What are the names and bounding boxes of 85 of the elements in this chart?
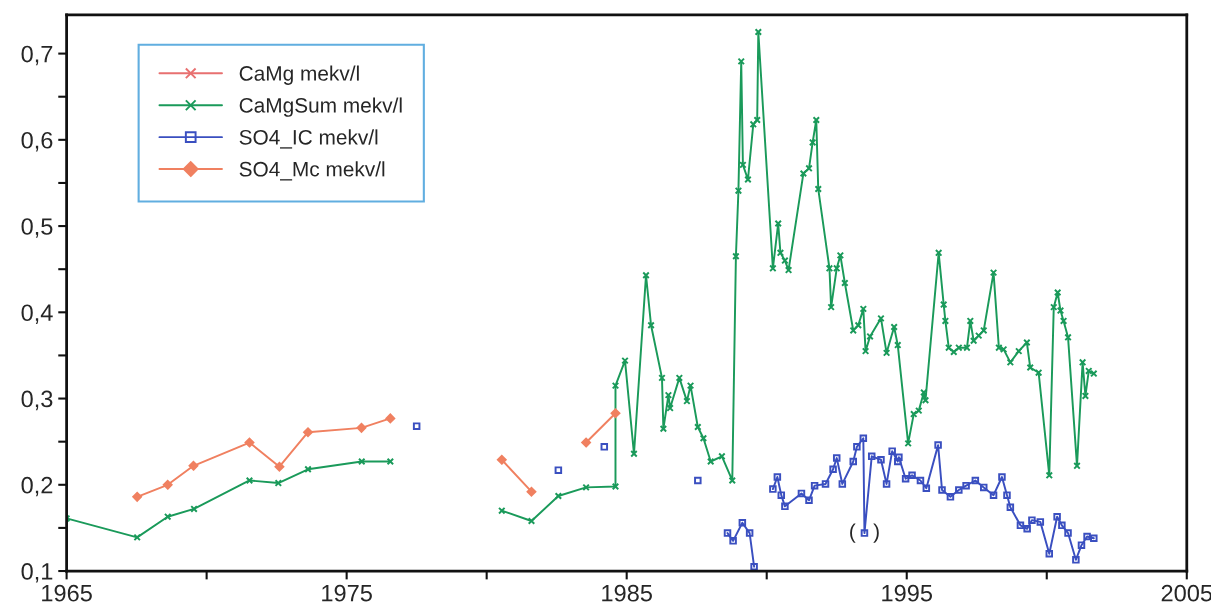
x-tick-label: 1975 (322, 584, 372, 602)
point (1006, 503, 1015, 511)
point (867, 452, 876, 461)
point (849, 457, 857, 466)
point (1077, 541, 1086, 549)
point (832, 454, 841, 462)
point (162, 479, 173, 490)
point (1028, 516, 1036, 524)
point (1072, 556, 1080, 564)
point (980, 483, 988, 492)
point (496, 454, 507, 465)
point (853, 443, 861, 451)
point (723, 529, 732, 537)
point (188, 460, 199, 471)
point (1090, 534, 1098, 543)
point (1083, 532, 1091, 541)
point (777, 491, 786, 499)
point (1045, 550, 1054, 558)
y-tick-label: 0,4 (21, 304, 53, 324)
point (908, 471, 916, 480)
point (998, 473, 1006, 481)
point (729, 537, 737, 545)
point (274, 461, 285, 472)
point (773, 473, 782, 481)
point (1053, 512, 1061, 521)
y-tick-label: 0,2 (21, 476, 53, 497)
point (938, 486, 946, 494)
point (600, 443, 609, 451)
point (1058, 521, 1066, 530)
point (989, 491, 998, 499)
point (955, 486, 963, 494)
y-tick-label: 0,5 (21, 218, 53, 238)
point (385, 413, 396, 424)
point (894, 457, 902, 466)
point (838, 480, 847, 488)
x-tick-label: 1995 (882, 584, 933, 602)
point (1023, 525, 1031, 533)
point (1016, 521, 1025, 530)
y-tick-label: 0,7 (21, 45, 53, 66)
point (821, 480, 830, 488)
point (610, 408, 621, 419)
x-tick-label: 1985 (602, 584, 652, 602)
point (916, 476, 925, 485)
legend-label: SO4_Mc mekv/l (239, 161, 385, 181)
point (946, 493, 955, 501)
point (922, 484, 931, 492)
point (877, 456, 885, 464)
legend-label: CaMg mekv/l (239, 65, 359, 85)
point (581, 437, 591, 448)
point (738, 518, 747, 527)
point (132, 491, 143, 502)
point (244, 437, 255, 448)
point (1036, 518, 1045, 526)
point (356, 422, 367, 433)
point (694, 476, 702, 485)
point (829, 465, 837, 474)
point (750, 562, 758, 571)
y-tick-label: 0,3 (21, 390, 53, 411)
point (412, 422, 421, 430)
point (769, 485, 777, 493)
point (1064, 529, 1072, 537)
point (860, 529, 869, 537)
point (1003, 491, 1011, 499)
point (901, 475, 910, 483)
point (781, 502, 789, 511)
point (797, 489, 806, 498)
point (888, 447, 896, 455)
point (934, 441, 942, 449)
point (895, 453, 903, 461)
y-tick-label: 0,6 (21, 131, 53, 152)
point (962, 481, 970, 490)
point (303, 427, 313, 438)
legend-label: SO4_IC mekv/l (239, 129, 378, 149)
point (554, 466, 563, 474)
y-tick-label: 0,1 (21, 563, 53, 583)
point (859, 434, 868, 442)
annotation: ( ) (850, 523, 879, 543)
point (805, 496, 813, 505)
legend-label: CaMgSum mekv/l (239, 97, 402, 117)
point (526, 486, 537, 497)
point (745, 529, 754, 537)
point (810, 481, 819, 490)
point (971, 476, 980, 485)
point (882, 480, 891, 488)
x-tick-label: 1965 (42, 584, 92, 602)
